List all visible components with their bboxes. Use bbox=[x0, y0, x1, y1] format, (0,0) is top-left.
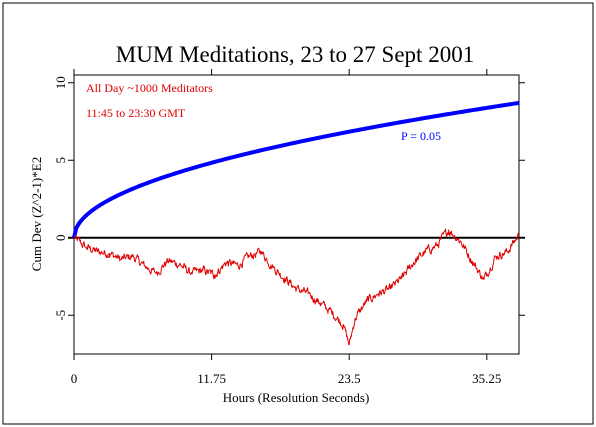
x-tick-label: 11.75 bbox=[197, 371, 226, 386]
x-tick-label: 35.25 bbox=[472, 371, 501, 386]
y-tick-label: 0 bbox=[53, 235, 68, 242]
series-line-cumdev bbox=[73, 228, 520, 346]
x-tick-label: 0 bbox=[71, 371, 78, 386]
annotation-p-value: P = 0.05 bbox=[401, 129, 441, 143]
y-axis-label: Cum Dev (Z^2-1)*E2 bbox=[29, 157, 44, 271]
chart-title: MUM Meditations, 23 to 27 Sept 2001 bbox=[116, 42, 474, 67]
p05-envelope-curve bbox=[72, 100, 520, 239]
y-tick-label: 10 bbox=[53, 76, 68, 89]
annotation-time-window: 11:45 to 23:30 GMT bbox=[86, 106, 186, 120]
y-tick-label: -5 bbox=[53, 310, 68, 321]
y-tick-label: 5 bbox=[53, 157, 68, 164]
x-tick-label: 23.5 bbox=[338, 371, 361, 386]
annotation-meditators: All Day ~1000 Meditators bbox=[86, 81, 213, 95]
plot-frame bbox=[73, 74, 520, 355]
x-axis-label: Hours (Resolution Seconds) bbox=[223, 390, 370, 405]
x-axis: 0 11.75 23.5 35.25 bbox=[71, 69, 501, 386]
